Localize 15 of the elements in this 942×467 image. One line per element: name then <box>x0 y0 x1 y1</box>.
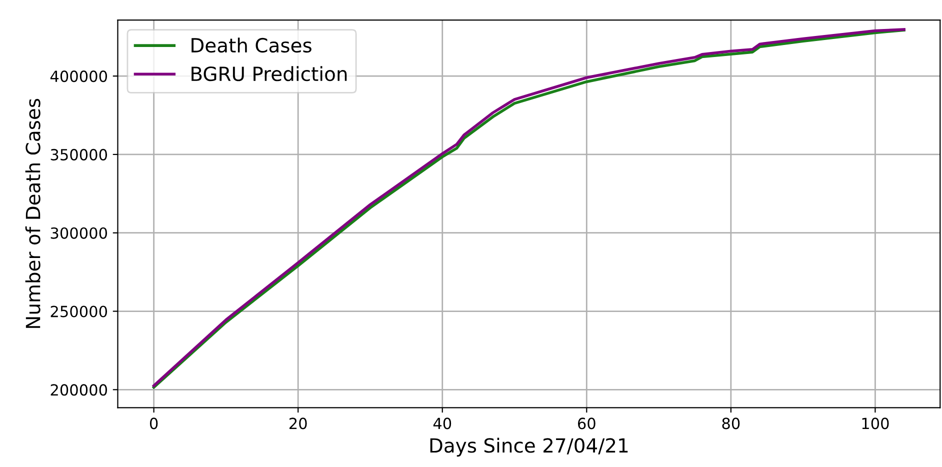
y-tick-label: 200000 <box>50 384 108 396</box>
x-tick-label: 20 <box>289 418 307 430</box>
y-tick-label: 400000 <box>50 70 108 82</box>
y-tick-label: 350000 <box>50 148 108 160</box>
legend-label: Death Cases <box>192 38 312 53</box>
x-tick-label: 80 <box>722 418 740 430</box>
y-tick-label: 250000 <box>50 306 108 318</box>
x-tick-label: 100 <box>862 418 889 430</box>
x-tick-label: 60 <box>578 418 596 430</box>
x-axis-title: Days Since 27/04/21 <box>430 438 628 457</box>
x-tick-label: 40 <box>433 418 452 430</box>
legend-label: BGRU Prediction <box>192 66 347 82</box>
y-axis-title: Number of Death Cases <box>25 98 40 328</box>
x-tick-label: 0 <box>150 418 158 430</box>
y-tick-label: 300000 <box>50 227 108 239</box>
